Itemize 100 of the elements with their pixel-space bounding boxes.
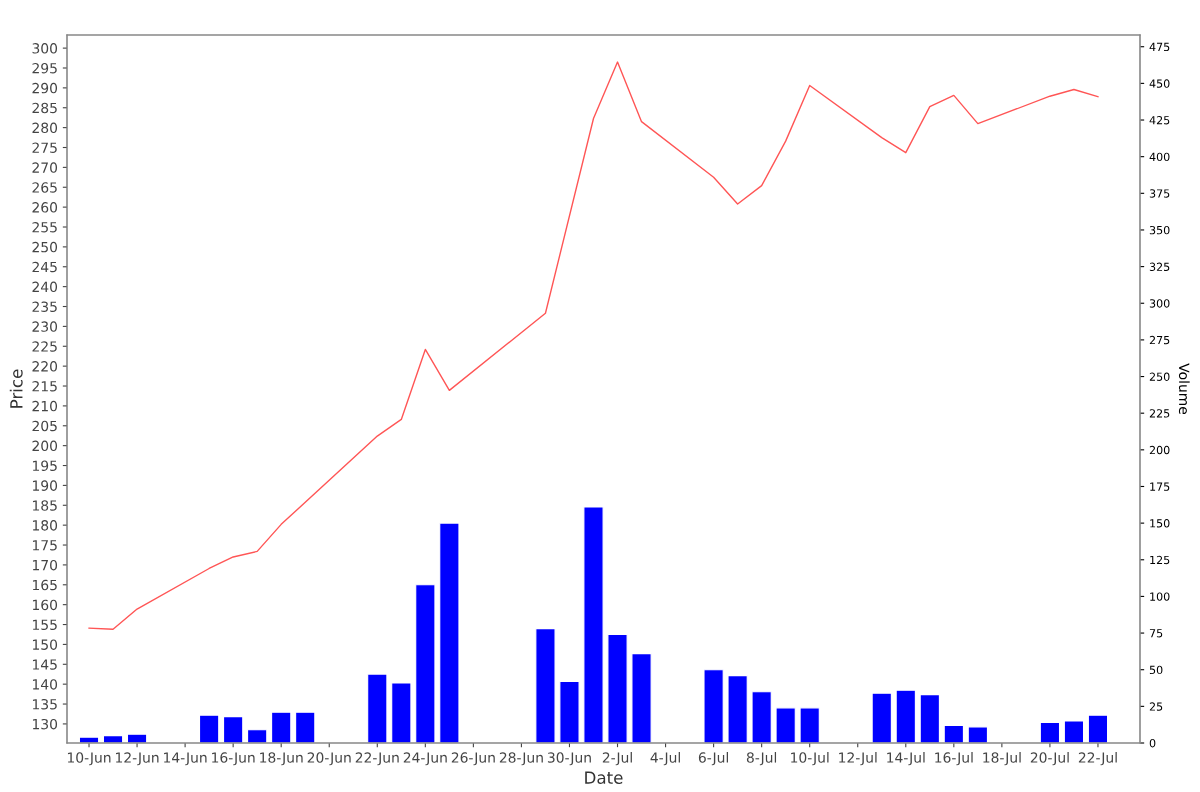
bar [1039,721,1061,743]
bar [198,714,220,743]
y-tick-label: 205 [32,420,57,432]
y-tick-label: 240 [32,281,58,293]
bar [631,653,652,743]
y-tick-label: 160 [32,599,58,611]
bar [751,691,772,743]
y-tick-label: 185 [32,500,57,511]
x-tick-label: 16-Jun [212,752,255,766]
bar [583,506,604,743]
y2-tick-label: 300 [1149,299,1170,308]
y-tick-label: 190 [32,480,58,491]
bar [295,711,316,743]
y-axis-title: Price [9,369,23,408]
x-tick-label: 12-Jun [116,752,159,766]
x-tick-label: 16-Jul [935,752,973,766]
y2-tick-label: 225 [1149,409,1170,418]
y2-tick-label: 275 [1149,335,1170,345]
y-tick-label: 135 [32,699,57,710]
x-tick-label: 8-Jul [746,752,777,766]
bar [391,682,412,743]
x-tick-label: 22-Jul [1078,752,1117,766]
y2-tick-label: 175 [1150,482,1170,491]
y-tick-label: 165 [32,579,57,591]
bar [967,726,989,743]
y-tick-label: 180 [32,520,58,531]
x-tick-label: 20-Jul [1030,752,1069,766]
y-tick-label: 200 [32,440,58,452]
y2-tick-label: 25 [1149,702,1163,711]
y-tick-label: 155 [32,619,57,631]
y-tick-label: 250 [32,241,58,253]
x-tick-label: 6-Jul [698,752,728,766]
y-tick-label: 195 [32,460,57,471]
y-tick-label: 280 [32,122,58,134]
y-tick-label: 260 [32,202,58,213]
bar [535,628,556,743]
x-tick-label: 24-Jun [403,752,447,766]
x-tick-label: 30-Jun [547,752,591,766]
x-axis-title: Date [585,771,623,784]
y-tick-label: 245 [32,261,57,273]
bar [271,711,292,743]
bar [895,689,916,743]
y-tick-label: 225 [32,341,57,352]
y-tick-label: 210 [32,400,58,412]
y2-tick-label: 200 [1149,445,1170,455]
bar [559,680,580,743]
x-tick-label: 18-Jul [983,752,1021,766]
y2-tick-label: 75 [1149,629,1163,638]
y-tick-label: 220 [32,361,58,372]
bar [919,694,940,743]
bar [78,736,100,743]
bar [1087,714,1109,743]
x-tick-label: 2-Jul [602,752,632,766]
y2-tick-label: 125 [1150,555,1170,565]
y-tick-label: 285 [32,102,57,114]
bar [222,716,244,743]
y-tick-label: 255 [32,221,57,233]
bar [1063,720,1085,743]
bar [415,584,436,743]
y2-tick-label: 375 [1149,189,1170,198]
bar [775,707,796,743]
y-tick-label: 300 [32,43,58,54]
bar [367,673,388,743]
x-tick-label: 20-Jun [307,752,351,766]
y-tick-label: 145 [32,659,57,670]
y-tick-label: 150 [32,639,58,650]
x-tick-label: 14-Jul [887,752,925,766]
y2-tick-label: 250 [1149,372,1170,381]
y-tick-label: 140 [32,679,58,690]
y-tick-label: 290 [32,82,58,94]
y-tick-label: 235 [32,301,57,312]
bar [703,669,724,743]
x-tick-label: 10-Jul [791,752,829,766]
x-tick-label: 14-Jun [164,752,207,766]
bar [727,675,748,743]
x-tick-label: 4-Jul [650,752,680,766]
bar [247,729,268,743]
y-tick-label: 230 [32,321,58,332]
y2-tick-label: 350 [1149,225,1170,235]
y-tick-label: 130 [32,718,58,730]
y2-tick-label: 425 [1149,115,1170,125]
x-tick-label: 18-Jun [260,752,303,766]
y-tick-label: 175 [32,540,57,551]
bar [943,724,964,743]
y2-tick-label: 450 [1149,79,1170,88]
y-tick-label: 170 [32,559,58,571]
x-tick-label: 26-Jun [451,752,495,766]
x-tick-label: 10-Jun [67,752,111,766]
y2-tick-label: 475 [1149,42,1170,52]
bar [799,707,820,743]
y2-tick-label: 400 [1149,152,1170,162]
bar [439,522,460,743]
y-tick-label: 295 [32,62,57,74]
y2-tick-label: 150 [1150,519,1170,528]
y-tick-label: 265 [32,182,57,193]
y2-tick-label: 0 [1149,738,1156,748]
y-tick-label: 270 [32,162,58,173]
bar [607,633,628,743]
y2-tick-label: 50 [1149,665,1163,675]
y-tick-label: 275 [32,142,57,153]
